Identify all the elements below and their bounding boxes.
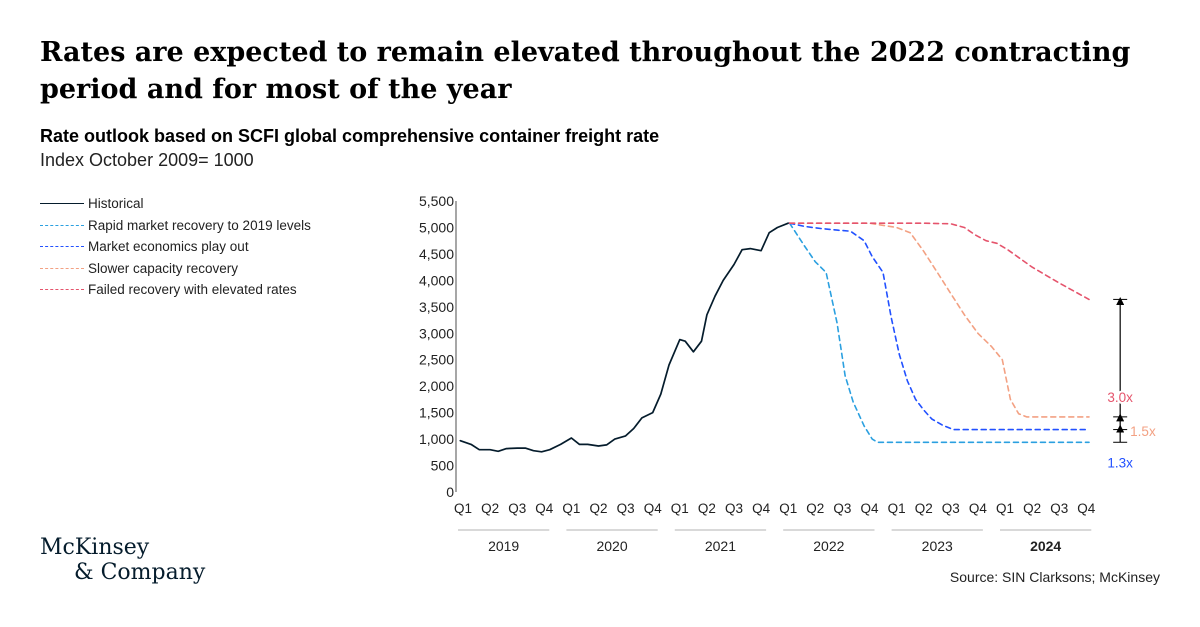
series-line-failed-recovery-with-elevated-rates xyxy=(788,222,1090,301)
x-tick-label: Q2 xyxy=(481,501,499,516)
x-tick-label: Q3 xyxy=(617,501,635,516)
legend-label-historical: Historical xyxy=(88,196,144,212)
headline: Rates are expected to remain elevated th… xyxy=(40,37,1131,105)
x-tick-label: Q2 xyxy=(806,501,824,516)
legend-label-market-economics: Market economics play out xyxy=(88,239,249,255)
x-tick-label: Q4 xyxy=(535,501,554,516)
logo-line-1: McKinsey xyxy=(40,535,150,560)
x-tick-label: Q4 xyxy=(644,501,663,516)
mckinsey-logo: McKinsey & Company xyxy=(40,535,205,585)
legend: Historical Rapid market recovery to 2019… xyxy=(40,193,311,301)
year-label: 2022 xyxy=(813,538,844,554)
x-tick-label: Q1 xyxy=(888,501,906,516)
legend-label-failed-recovery: Failed recovery with elevated rates xyxy=(88,282,297,298)
series-line-slower-capacity-recovery xyxy=(788,222,1090,418)
x-tick-label: Q1 xyxy=(671,501,689,516)
legend-swatch-rapid-recovery xyxy=(40,224,84,226)
legend-item-market-economics: Market economics play out xyxy=(40,236,311,258)
x-tick-label: Q4 xyxy=(860,501,879,516)
x-tick-label: Q3 xyxy=(942,501,960,516)
year-label: 2023 xyxy=(922,538,953,554)
y-tick-label: 1,000 xyxy=(419,431,454,447)
legend-item-rapid-recovery: Rapid market recovery to 2019 levels xyxy=(40,215,311,237)
source-note: Source: SIN Clarksons; McKinsey xyxy=(949,569,1160,585)
legend-swatch-failed-recovery xyxy=(40,289,84,291)
y-tick-label: 4,500 xyxy=(419,246,454,262)
y-tick-label: 5,000 xyxy=(419,219,454,235)
x-tick-label: Q2 xyxy=(1023,501,1041,516)
x-tick-label: Q2 xyxy=(915,501,933,516)
x-tick-label: Q3 xyxy=(833,501,851,516)
x-tick-label: Q4 xyxy=(1077,501,1096,516)
logo-line-2: & Company xyxy=(74,560,206,585)
legend-item-historical: Historical xyxy=(40,193,311,215)
x-tick-label: Q1 xyxy=(996,501,1014,516)
legend-swatch-market-economics xyxy=(40,246,84,248)
series-line-market-economics-play-out xyxy=(788,222,1090,431)
y-tick-label: 0 xyxy=(446,484,454,500)
multiplier-label-3-0x: 3.0x xyxy=(1107,390,1133,405)
legend-label-slower-capacity: Slower capacity recovery xyxy=(88,260,239,276)
y-tick-label: 2,500 xyxy=(419,352,454,368)
legend-label-rapid-recovery: Rapid market recovery to 2019 levels xyxy=(88,217,311,233)
legend-item-slower-capacity: Slower capacity recovery xyxy=(40,258,311,280)
y-tick-label: 4,000 xyxy=(419,272,454,288)
year-label: 2019 xyxy=(488,538,519,554)
y-tick-label: 500 xyxy=(431,458,455,474)
series-line-rapid-market-recovery-to-2019-levels xyxy=(788,222,1090,444)
y-tick-label: 3,500 xyxy=(419,299,454,315)
chart-title: Rate outlook based on SCFI global compre… xyxy=(40,126,660,146)
x-tick-label: Q3 xyxy=(508,501,526,516)
y-tick-label: 1,500 xyxy=(419,405,454,421)
year-label: 2021 xyxy=(705,538,736,554)
x-tick-label: Q1 xyxy=(562,501,580,516)
y-tick-label: 3,000 xyxy=(419,325,454,341)
multiplier-label-1-3x: 1.3x xyxy=(1107,455,1133,470)
x-tick-label: Q1 xyxy=(779,501,797,516)
y-tick-label: 2,000 xyxy=(419,378,454,394)
multiplier-label-1-5x: 1.5x xyxy=(1130,424,1156,439)
series-line-historical xyxy=(459,222,791,453)
x-tick-label: Q3 xyxy=(1050,501,1068,516)
x-tick-label: Q1 xyxy=(454,501,472,516)
y-tick-label: 5,500 xyxy=(419,193,454,209)
x-tick-label: Q4 xyxy=(752,501,771,516)
legend-swatch-slower-capacity xyxy=(40,267,84,269)
x-tick-label: Q2 xyxy=(698,501,716,516)
x-tick-label: Q2 xyxy=(589,501,607,516)
x-tick-label: Q3 xyxy=(725,501,743,516)
legend-swatch-historical xyxy=(40,203,84,205)
x-tick-label: Q4 xyxy=(969,501,988,516)
year-label: 2024 xyxy=(1030,538,1061,554)
chart-subtitle: Index October 2009= 1000 xyxy=(40,150,254,170)
year-label: 2020 xyxy=(596,538,627,554)
legend-item-failed-recovery: Failed recovery with elevated rates xyxy=(40,279,311,301)
